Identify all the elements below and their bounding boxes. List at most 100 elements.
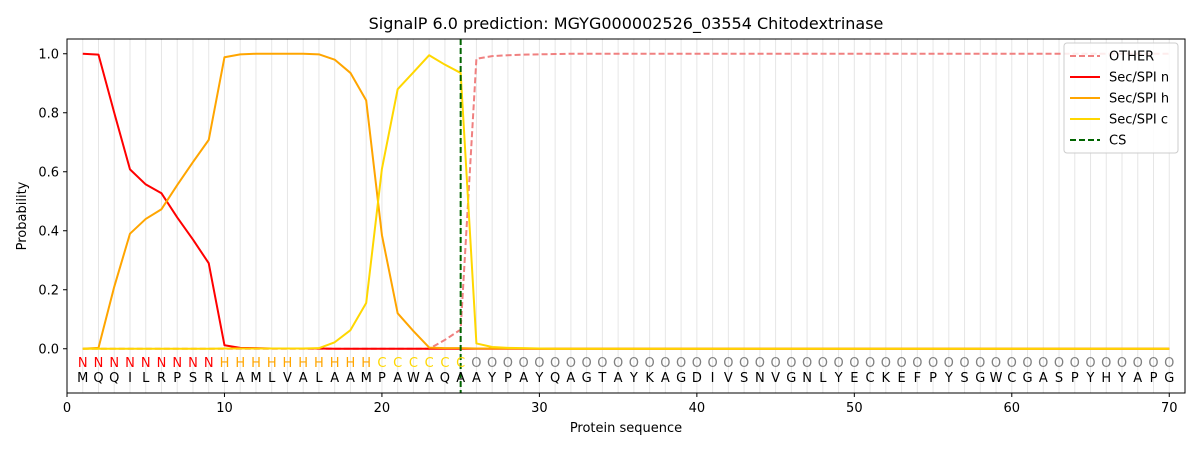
region-label: O (944, 356, 954, 371)
legend-box (1063, 42, 1179, 154)
residue-letter: S (960, 371, 968, 386)
region-label: O (629, 356, 639, 371)
y-tick-label: 0.2 (38, 283, 59, 298)
residue-letter: A (299, 371, 308, 386)
y-tick-label: 0.8 (38, 106, 59, 121)
region-label: O (676, 356, 686, 371)
region-label: H (220, 356, 230, 371)
residue-letter: P (1150, 371, 1158, 386)
y-axis-label: Probability (15, 181, 30, 250)
residue-letter: S (1055, 371, 1063, 386)
y-tick-label: 0.0 (38, 342, 59, 357)
region-label: O (519, 356, 529, 371)
chart-title: SignalP 6.0 prediction: MGYG000002526_03… (369, 14, 884, 34)
x-tick-label: 50 (846, 401, 863, 416)
region-label: O (1085, 356, 1095, 371)
region-label: O (959, 356, 969, 371)
residue-letter: T (597, 371, 606, 386)
region-label: O (723, 356, 733, 371)
region-label: H (346, 356, 356, 371)
x-tick-label: 40 (689, 401, 706, 416)
residue-letter: A (456, 371, 465, 386)
residue-letter: V (283, 371, 292, 386)
residue-letter: A (330, 371, 339, 386)
region-label: O (786, 356, 796, 371)
residue-letter: M (77, 371, 88, 386)
region-label: C (456, 356, 465, 371)
residue-letter: I (711, 371, 715, 386)
region-label: O (1007, 356, 1017, 371)
region-label: O (597, 356, 607, 371)
region-label: O (487, 356, 497, 371)
residue-letter: Q (550, 371, 560, 386)
residue-letter: A (1133, 371, 1142, 386)
region-label: C (377, 356, 386, 371)
residue-letter: V (771, 371, 780, 386)
axes-frame (66, 38, 1186, 394)
region-label: O (991, 356, 1001, 371)
residue-letter: C (1007, 371, 1016, 386)
residue-letter: Q (93, 371, 103, 386)
x-tick-label: 0 (63, 401, 71, 416)
region-label: C (440, 356, 449, 371)
residue-letter: A (425, 371, 434, 386)
legend-label: Sec/SPI n (1109, 71, 1169, 86)
region-label: H (298, 356, 308, 371)
residue-letter: A (346, 371, 355, 386)
region-label: H (330, 356, 340, 371)
residue-letter: N (802, 371, 812, 386)
residue-letter: V (724, 371, 733, 386)
region-label: C (409, 356, 418, 371)
residue-letter: W (407, 371, 420, 386)
residue-letter: Q (440, 371, 450, 386)
residue-letter: Y (1117, 371, 1126, 386)
residue-letter: G (975, 371, 985, 386)
series-line-sec-spi-c (82, 54, 1170, 350)
residue-letter: A (614, 371, 623, 386)
residue-letter: G (1022, 371, 1032, 386)
residue-letter: M (250, 371, 261, 386)
region-label: C (393, 356, 402, 371)
residue-letter: G (786, 371, 796, 386)
residue-letter: P (378, 371, 386, 386)
y-axis-ticks: 0.0 0.2 0.4 0.6 0.8 1.0 (38, 47, 67, 357)
residue-letter: Y (834, 371, 843, 386)
region-label: O (912, 356, 922, 371)
residue-letter: A (661, 371, 670, 386)
residue-letter: G (582, 371, 592, 386)
region-label: O (865, 356, 875, 371)
region-label: C (425, 356, 434, 371)
residue-letter: H (1101, 371, 1111, 386)
residue-letter: N (755, 371, 765, 386)
residue-letter: Y (534, 371, 543, 386)
plot-area (82, 39, 1170, 393)
residue-letter: S (740, 371, 748, 386)
x-tick-label: 60 (1004, 401, 1021, 416)
legend-label: Sec/SPI h (1109, 92, 1169, 107)
x-tick-label: 70 (1161, 401, 1178, 416)
region-label: H (283, 356, 293, 371)
residue-letter: L (142, 371, 150, 386)
region-label: O (707, 356, 717, 371)
region-label: O (503, 356, 513, 371)
residue-letter: K (882, 371, 891, 386)
x-axis-ticks: 0 10 20 30 40 50 60 70 (63, 393, 1178, 416)
region-label: O (770, 356, 780, 371)
region-label: N (125, 356, 135, 371)
region-label: O (1022, 356, 1032, 371)
residue-letter: A (472, 371, 481, 386)
region-label: O (645, 356, 655, 371)
vertical-grid (82, 39, 1170, 393)
residue-letter: P (1071, 371, 1079, 386)
residue-letter: P (173, 371, 181, 386)
legend-label: Sec/SPI c (1109, 113, 1168, 128)
region-label: O (849, 356, 859, 371)
region-label: O (582, 356, 592, 371)
residue-letter: F (914, 371, 921, 386)
region-label: O (1133, 356, 1143, 371)
region-label: O (534, 356, 544, 371)
region-label: O (833, 356, 843, 371)
region-label: O (739, 356, 749, 371)
x-tick-label: 10 (216, 401, 233, 416)
residue-letter: Y (1086, 371, 1095, 386)
